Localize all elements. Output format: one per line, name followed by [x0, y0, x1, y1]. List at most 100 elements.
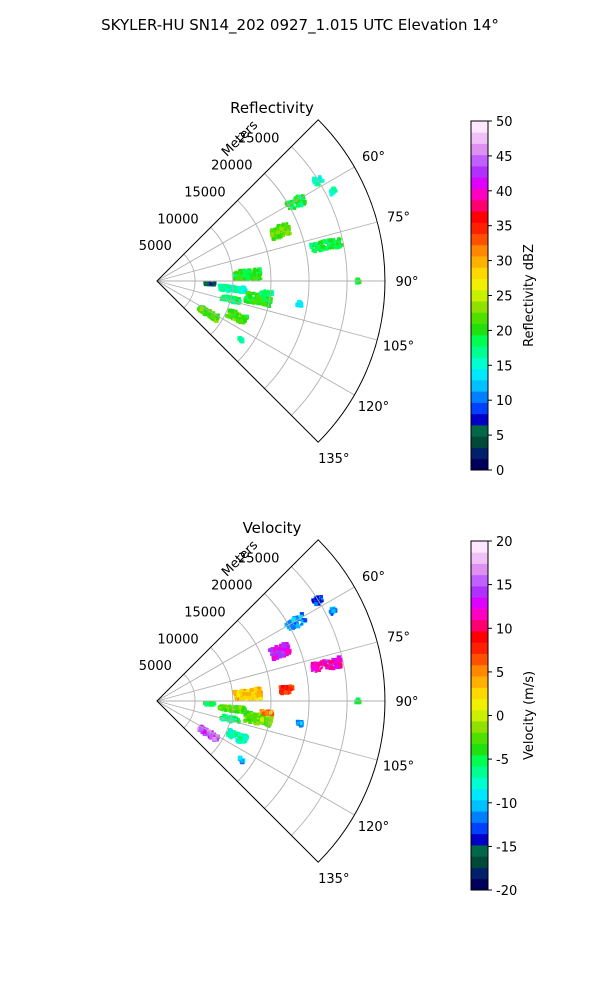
echo-cell [233, 287, 237, 292]
echo-cell [255, 721, 260, 726]
echo-cell [237, 336, 242, 341]
sector-frame [156, 539, 386, 863]
colorbar-segment [471, 301, 488, 313]
echo-cell [295, 202, 298, 205]
echo-cell [276, 232, 279, 235]
colorbar-segment [471, 391, 488, 403]
echo-cell [251, 718, 255, 722]
echo-cell [284, 650, 288, 654]
echo-cell [240, 760, 244, 763]
echo-cell [203, 729, 208, 734]
colorbar-tick-label: 25 [496, 290, 513, 305]
echo-cell [229, 729, 233, 733]
echo-cell [289, 625, 294, 630]
angle-tick-label: 90° [395, 275, 418, 290]
echo-cell [239, 339, 243, 343]
echo-cell [336, 656, 340, 660]
echo-cell [298, 615, 303, 620]
echo-cell [237, 709, 241, 712]
echo-cell [251, 714, 255, 718]
echo-cell [299, 200, 304, 205]
echo-cell [248, 719, 253, 724]
radial-tick-label: 15000 [184, 605, 225, 620]
colorbar-segment [471, 323, 488, 336]
echo-cell [239, 696, 244, 701]
colorbar-tick-label: 0 [496, 464, 504, 479]
echo-cell [255, 272, 260, 276]
echo-cell [227, 731, 231, 735]
echo-cell [269, 648, 274, 653]
echo-cell [271, 237, 275, 241]
echo-cell [328, 246, 332, 250]
echo-cell [245, 274, 250, 279]
echo-cell [338, 660, 342, 664]
colorbar-segment [471, 132, 488, 144]
echo-cell [240, 314, 242, 316]
echo-cell [288, 231, 292, 236]
radial-tick-label: 5000 [139, 659, 172, 674]
echo-cell [253, 722, 256, 725]
echo-cell [284, 224, 288, 229]
echo-cell [260, 277, 263, 280]
echo-cell [270, 232, 274, 236]
echo-cell [328, 609, 332, 613]
colorbar-segment [471, 244, 488, 257]
echo-cell [242, 318, 247, 323]
echo-cell [246, 718, 250, 722]
echo-cell [260, 720, 264, 725]
echo-cell [332, 237, 336, 241]
echo-region [259, 289, 275, 297]
echo-cell [285, 642, 288, 645]
colorbar-segment [471, 721, 488, 733]
echo-cell [236, 720, 240, 724]
echo-cell [229, 313, 233, 317]
radial-tick-label: 15000 [184, 185, 225, 200]
echo-cell [314, 663, 318, 668]
echo-cell [286, 645, 290, 648]
echo-cell [249, 688, 254, 693]
echo-cell [236, 318, 240, 322]
colorbar-segment [471, 766, 488, 778]
colorbar-segment [471, 346, 488, 358]
colorbar-tick-label: 15 [496, 359, 513, 374]
colorbar-tick-label: 40 [496, 185, 513, 200]
panel-title: Reflectivity [230, 99, 314, 117]
echo-cell [331, 657, 334, 661]
echo-cell [260, 711, 263, 714]
echo-cell [330, 245, 335, 250]
echo-cell [254, 722, 257, 725]
echo-cell [320, 660, 324, 664]
echo-cell [356, 701, 359, 704]
echo-cell [239, 688, 244, 693]
echo-cell [270, 297, 273, 300]
colorbar-segment [471, 233, 488, 246]
echo-cell [271, 652, 275, 657]
echo-cell [283, 690, 287, 694]
colorbar-segment [471, 597, 488, 609]
angle-tick-label: 75° [387, 210, 410, 225]
radial-tick-label: 10000 [157, 212, 198, 227]
colorbar-segment [471, 574, 488, 587]
echo-cell [210, 316, 214, 319]
echo-cell [234, 285, 237, 289]
echo-cell [214, 318, 219, 323]
echo-cell [226, 295, 231, 300]
echo-cell [277, 650, 282, 655]
angle-tick-label: 120° [358, 400, 389, 415]
colorbar-segment [471, 424, 488, 437]
echo-cell [234, 314, 237, 317]
echo-cell [235, 278, 239, 282]
echo-cell [200, 309, 206, 314]
echo-cell [209, 735, 214, 740]
echo-cell [322, 239, 327, 243]
echo-cell [312, 599, 316, 603]
echo-cell [263, 714, 266, 718]
colorbar-segment [471, 878, 488, 891]
echo-cell [287, 227, 291, 232]
echo-cell [248, 714, 253, 719]
echo-cell [318, 244, 321, 247]
echo-cell [356, 278, 360, 282]
echo-cell [258, 302, 261, 305]
colorbar-tick-label: -20 [496, 884, 517, 899]
echo-cell [287, 200, 291, 204]
